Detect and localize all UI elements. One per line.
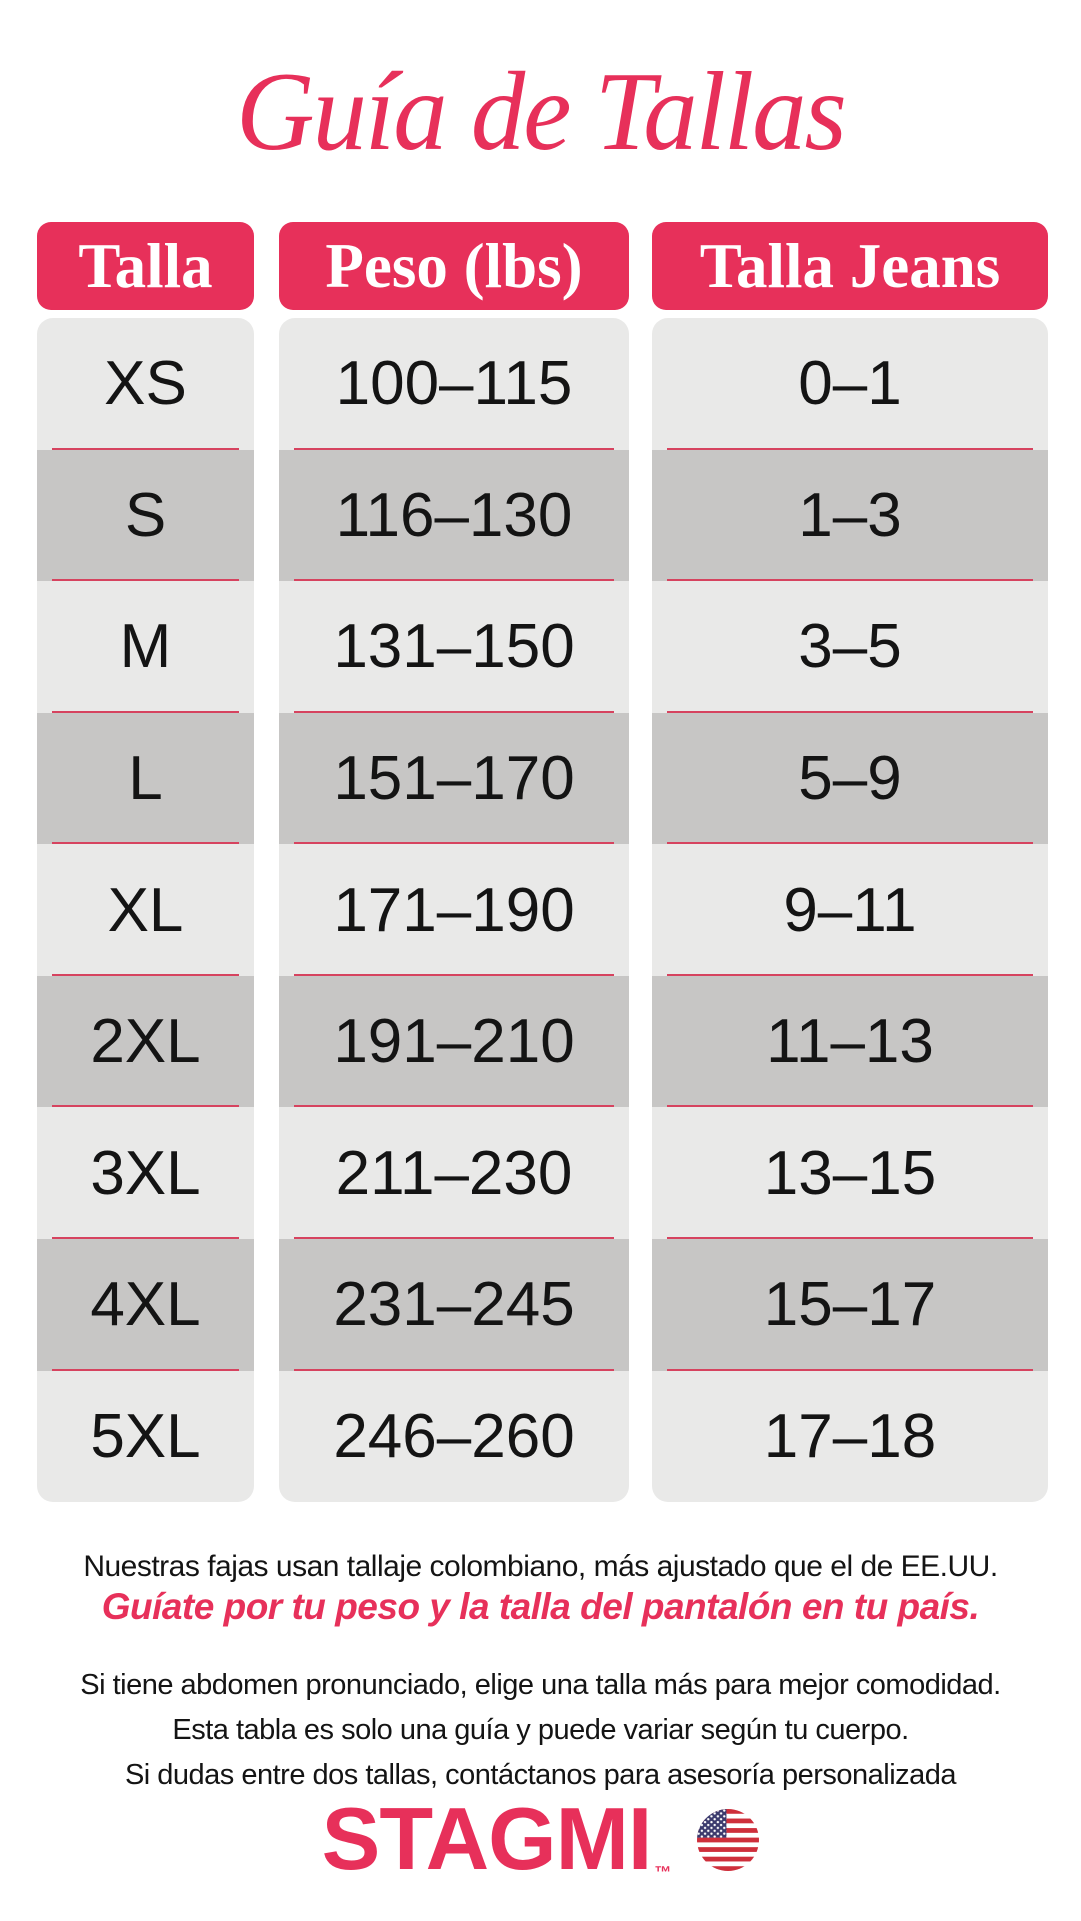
table-cell: 5XL	[37, 1370, 254, 1502]
note-highlight: Guíate por tu peso y la talla del pantal…	[101, 1586, 980, 1627]
table-cell: 100–115	[279, 318, 629, 450]
table-cell: 171–190	[279, 844, 629, 976]
jeans-column-body: 0–1 1–3 3–5 5–9 9–11 11–13 13–15 15–17 1…	[652, 318, 1048, 1502]
table-cell: 1–3	[652, 449, 1048, 582]
table-cell: 231–245	[279, 1238, 629, 1371]
table-cell: XL	[37, 844, 254, 976]
size-column-body: XS S M L XL 2XL 3XL 4XL 5XL	[37, 318, 254, 1502]
table-cell: 11–13	[652, 975, 1048, 1108]
trademark-symbol: ™	[654, 1863, 672, 1882]
note-advice-line: Si tiene abdomen pronunciado, elige una …	[80, 1669, 1001, 1701]
table-cell: 116–130	[279, 449, 629, 582]
table-cell: 17–18	[652, 1370, 1048, 1502]
table-cell: 4XL	[37, 1238, 254, 1371]
size-column-header: Talla	[37, 222, 254, 310]
us-flag-icon	[697, 1809, 760, 1871]
table-cell: 131–150	[279, 581, 629, 713]
table-cell: XS	[37, 318, 254, 450]
table-cell: 5–9	[652, 712, 1048, 845]
table-cell: M	[37, 581, 254, 713]
note-advice-line: Si dudas entre dos tallas, contáctanos p…	[124, 1759, 957, 1791]
table-cell: 191–210	[279, 975, 629, 1108]
table-cell: L	[37, 712, 254, 845]
page-title: Guía de Tallas	[236, 50, 847, 174]
table-cell: 0–1	[652, 318, 1048, 450]
table-cell: 13–15	[652, 1107, 1048, 1239]
table-cell: 9–11	[652, 844, 1048, 976]
table-cell: 2XL	[37, 975, 254, 1108]
brand-logo: STAGMI ™	[0, 1795, 1081, 1883]
note-advice: Si tiene abdomen pronunciado, elige una …	[0, 1663, 1081, 1798]
jeans-column-header: Talla Jeans	[652, 222, 1048, 310]
note-sizing: Nuestras fajas usan tallaje colombiano, …	[83, 1550, 998, 1583]
table-cell: S	[37, 449, 254, 582]
brand-name: STAGMI	[321, 1789, 653, 1888]
table-cell: 246–260	[279, 1370, 629, 1502]
note-advice-line: Esta tabla es solo una guía y puede vari…	[172, 1714, 909, 1746]
weight-column-body: 100–115 116–130 131–150 151–170 171–190 …	[279, 318, 629, 1502]
table-cell: 3XL	[37, 1107, 254, 1239]
brand-wordmark: STAGMI ™	[322, 1795, 672, 1883]
table-cell: 15–17	[652, 1238, 1048, 1371]
weight-column-header: Peso (lbs)	[279, 222, 629, 310]
table-cell: 3–5	[652, 581, 1048, 713]
table-cell: 211–230	[279, 1107, 629, 1239]
table-cell: 151–170	[279, 712, 629, 845]
